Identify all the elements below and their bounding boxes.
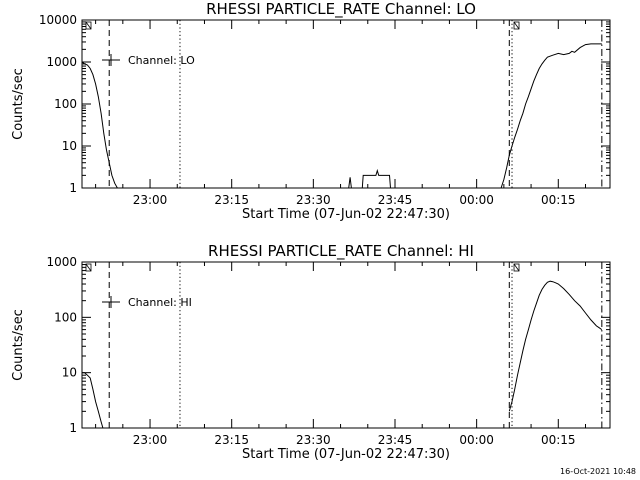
flag-icon — [85, 263, 92, 272]
flag-icon — [513, 21, 520, 30]
chart-title: RHESSI PARTICLE_RATE Channel: LO — [206, 0, 476, 19]
timestamp-text: 16-Oct-2021 10:48 — [560, 467, 636, 476]
chart-title: RHESSI PARTICLE_RATE Channel: HI — [208, 242, 474, 261]
plot-frame — [81, 19, 611, 189]
x-axis-label: Start Time (07-Jun-02 22:47:30) — [242, 207, 450, 222]
data-line — [348, 177, 352, 189]
x-tick-label: 23:45 — [378, 193, 413, 207]
y-tick-label: 1 — [69, 421, 77, 435]
x-tick-label: 00:00 — [459, 433, 494, 447]
data-line — [361, 168, 391, 189]
y-axis-label: Counts/sec — [11, 309, 26, 381]
data-line — [500, 43, 602, 189]
flag-icon — [85, 21, 92, 30]
data-line — [81, 61, 118, 189]
y-tick-label: 100 — [54, 97, 77, 111]
y-tick-label: 1 — [69, 181, 77, 195]
data-line — [508, 280, 603, 412]
panel-hi: RHESSI PARTICLE_RATE Channel: HI 23:00 23:… — [11, 242, 611, 462]
y-tick-label: 1000 — [46, 55, 77, 69]
x-tick-label: 23:45 — [378, 433, 413, 447]
panel-lo: RHESSI PARTICLE_RATE Channel: LO 23:00 23:… — [11, 0, 611, 222]
x-tick-label: 23:30 — [296, 193, 331, 207]
flag-icon — [513, 263, 520, 272]
x-tick-label: 23:30 — [296, 433, 331, 447]
y-tick-label: 10 — [62, 139, 77, 153]
x-tick-label: 23:00 — [133, 193, 168, 207]
legend-label: Channel: HI — [128, 296, 192, 309]
y-tick-label: 1000 — [46, 255, 77, 269]
x-tick-label: 00:15 — [541, 433, 576, 447]
y-tick-label: 10000 — [39, 13, 77, 27]
x-tick-label: 00:15 — [541, 193, 576, 207]
x-tick-label: 00:00 — [459, 193, 494, 207]
y-tick-label: 100 — [54, 310, 77, 324]
x-tick-label: 23:15 — [214, 193, 249, 207]
legend: Channel: HI — [102, 296, 192, 309]
legend-label: Channel: LO — [128, 54, 195, 67]
x-axis-label: Start Time (07-Jun-02 22:47:30) — [242, 447, 450, 462]
x-tick-label: 23:00 — [133, 433, 168, 447]
legend: Channel: LO — [102, 54, 195, 67]
data-line — [82, 372, 104, 429]
x-tick-label: 23:15 — [214, 433, 249, 447]
y-axis-label: Counts/sec — [11, 68, 26, 140]
plot-frame — [81, 261, 611, 429]
y-tick-label: 10 — [62, 366, 77, 380]
